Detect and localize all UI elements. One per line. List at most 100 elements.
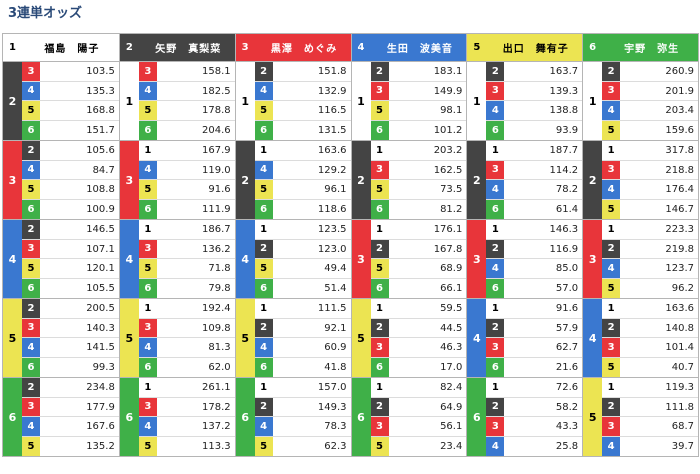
odds-row[interactable]: 5 159.6: [602, 120, 698, 140]
odds-row[interactable]: 6 101.2: [370, 120, 467, 140]
odds-row[interactable]: 3 114.2: [486, 160, 583, 180]
odds-row[interactable]: 3 56.1: [370, 417, 467, 437]
odds-row[interactable]: 3 149.9: [370, 81, 467, 101]
odds-row[interactable]: 3 46.3: [370, 338, 467, 358]
odds-row[interactable]: 3 218.8: [602, 160, 698, 180]
odds-row[interactable]: 1 163.6: [254, 141, 351, 161]
odds-row[interactable]: 2 234.8: [22, 378, 119, 398]
odds-row[interactable]: 2 163.7: [486, 62, 583, 82]
odds-row[interactable]: 1 187.7: [486, 141, 583, 161]
odds-row[interactable]: 3 109.8: [138, 318, 235, 338]
odds-row[interactable]: 4 167.6: [22, 417, 119, 437]
odds-row[interactable]: 6 17.0: [370, 357, 467, 377]
odds-row[interactable]: 2 167.8: [370, 239, 467, 259]
odds-row[interactable]: 2 200.5: [22, 299, 119, 319]
odds-row[interactable]: 5 96.2: [602, 278, 698, 298]
odds-row[interactable]: 6 93.9: [486, 120, 582, 140]
odds-row[interactable]: 4 39.7: [602, 436, 698, 456]
odds-row[interactable]: 4 60.9: [254, 338, 351, 358]
odds-row[interactable]: 6 99.3: [22, 357, 119, 377]
odds-row[interactable]: 2 105.6: [22, 141, 119, 161]
odds-row[interactable]: 6 105.5: [22, 278, 119, 298]
odds-row[interactable]: 4 84.7: [22, 160, 119, 180]
odds-row[interactable]: 1 203.2: [370, 141, 467, 161]
odds-row[interactable]: 2 64.9: [370, 397, 467, 417]
odds-row[interactable]: 2 57.9: [486, 318, 583, 338]
odds-row[interactable]: 6 151.7: [22, 120, 119, 140]
odds-row[interactable]: 4 137.2: [138, 417, 235, 437]
odds-row[interactable]: 5 113.3: [138, 436, 235, 456]
odds-row[interactable]: 4 78.3: [254, 417, 351, 437]
odds-row[interactable]: 2 140.8: [602, 318, 698, 338]
odds-row[interactable]: 1 192.4: [138, 299, 235, 319]
odds-row[interactable]: 4 119.0: [138, 160, 235, 180]
odds-row[interactable]: 1 72.6: [486, 378, 583, 398]
odds-row[interactable]: 2 44.5: [370, 318, 467, 338]
odds-row[interactable]: 1 167.9: [138, 141, 235, 161]
odds-row[interactable]: 4 135.3: [22, 81, 119, 101]
odds-row[interactable]: 5 146.7: [602, 199, 698, 219]
odds-row[interactable]: 2 183.1: [370, 62, 467, 82]
odds-row[interactable]: 6 66.1: [370, 278, 467, 298]
odds-row[interactable]: 2 151.8: [254, 62, 351, 82]
odds-row[interactable]: 1 91.6: [486, 299, 583, 319]
odds-row[interactable]: 5 91.6: [138, 180, 235, 200]
odds-row[interactable]: 4 176.4: [602, 180, 698, 200]
odds-row[interactable]: 5 98.1: [370, 101, 467, 121]
odds-row[interactable]: 2 58.2: [486, 397, 583, 417]
odds-row[interactable]: 1 223.3: [602, 220, 698, 240]
odds-row[interactable]: 6 81.2: [370, 199, 467, 219]
odds-row[interactable]: 5 23.4: [370, 436, 467, 456]
odds-row[interactable]: 2 123.0: [254, 239, 351, 259]
odds-row[interactable]: 3 178.2: [138, 397, 235, 417]
odds-row[interactable]: 3 162.5: [370, 160, 467, 180]
odds-row[interactable]: 5 68.9: [370, 259, 467, 279]
odds-row[interactable]: 4 78.2: [486, 180, 583, 200]
odds-row[interactable]: 1 186.7: [138, 220, 235, 240]
odds-row[interactable]: 6 118.6: [254, 199, 351, 219]
odds-row[interactable]: 4 138.8: [486, 101, 583, 121]
odds-row[interactable]: 2 92.1: [254, 318, 351, 338]
odds-row[interactable]: 1 119.3: [602, 378, 698, 398]
odds-row[interactable]: 5 73.5: [370, 180, 467, 200]
odds-row[interactable]: 5 168.8: [22, 101, 119, 121]
odds-row[interactable]: 4 129.2: [254, 160, 351, 180]
odds-row[interactable]: 2 111.8: [602, 397, 698, 417]
odds-row[interactable]: 5 108.8: [22, 180, 119, 200]
odds-row[interactable]: 5 40.7: [602, 357, 698, 377]
odds-row[interactable]: 3 139.3: [486, 81, 583, 101]
odds-row[interactable]: 1 123.5: [254, 220, 351, 240]
odds-row[interactable]: 1 261.1: [138, 378, 235, 398]
odds-row[interactable]: 4 182.5: [138, 81, 235, 101]
odds-row[interactable]: 6 111.9: [138, 199, 235, 219]
odds-row[interactable]: 6 100.9: [22, 199, 119, 219]
odds-row[interactable]: 3 107.1: [22, 239, 119, 259]
odds-row[interactable]: 5 178.8: [138, 101, 235, 121]
odds-row[interactable]: 5 62.3: [254, 436, 351, 456]
odds-row[interactable]: 6 204.6: [138, 120, 235, 140]
odds-row[interactable]: 5 96.1: [254, 180, 351, 200]
odds-row[interactable]: 2 219.8: [602, 239, 698, 259]
odds-row[interactable]: 1 59.5: [370, 299, 467, 319]
odds-row[interactable]: 3 140.3: [22, 318, 119, 338]
odds-row[interactable]: 5 71.8: [138, 259, 235, 279]
odds-row[interactable]: 4 203.4: [602, 101, 698, 121]
odds-row[interactable]: 2 146.5: [22, 220, 119, 240]
odds-row[interactable]: 6 21.6: [486, 357, 582, 377]
odds-row[interactable]: 3 158.1: [138, 62, 235, 82]
odds-row[interactable]: 5 116.5: [254, 101, 351, 121]
odds-row[interactable]: 6 57.0: [486, 278, 582, 298]
odds-row[interactable]: 4 141.5: [22, 338, 119, 358]
odds-row[interactable]: 3 62.7: [486, 338, 583, 358]
odds-row[interactable]: 6 51.4: [254, 278, 351, 298]
odds-row[interactable]: 6 79.8: [138, 278, 235, 298]
odds-row[interactable]: 6 62.0: [138, 357, 235, 377]
odds-row[interactable]: 4 25.8: [486, 436, 582, 456]
odds-row[interactable]: 5 49.4: [254, 259, 351, 279]
odds-row[interactable]: 1 157.0: [254, 378, 351, 398]
odds-row[interactable]: 1 146.3: [486, 220, 583, 240]
odds-row[interactable]: 3 68.7: [602, 417, 698, 437]
odds-row[interactable]: 1 176.1: [370, 220, 467, 240]
odds-row[interactable]: 4 81.3: [138, 338, 235, 358]
odds-row[interactable]: 5 120.1: [22, 259, 119, 279]
